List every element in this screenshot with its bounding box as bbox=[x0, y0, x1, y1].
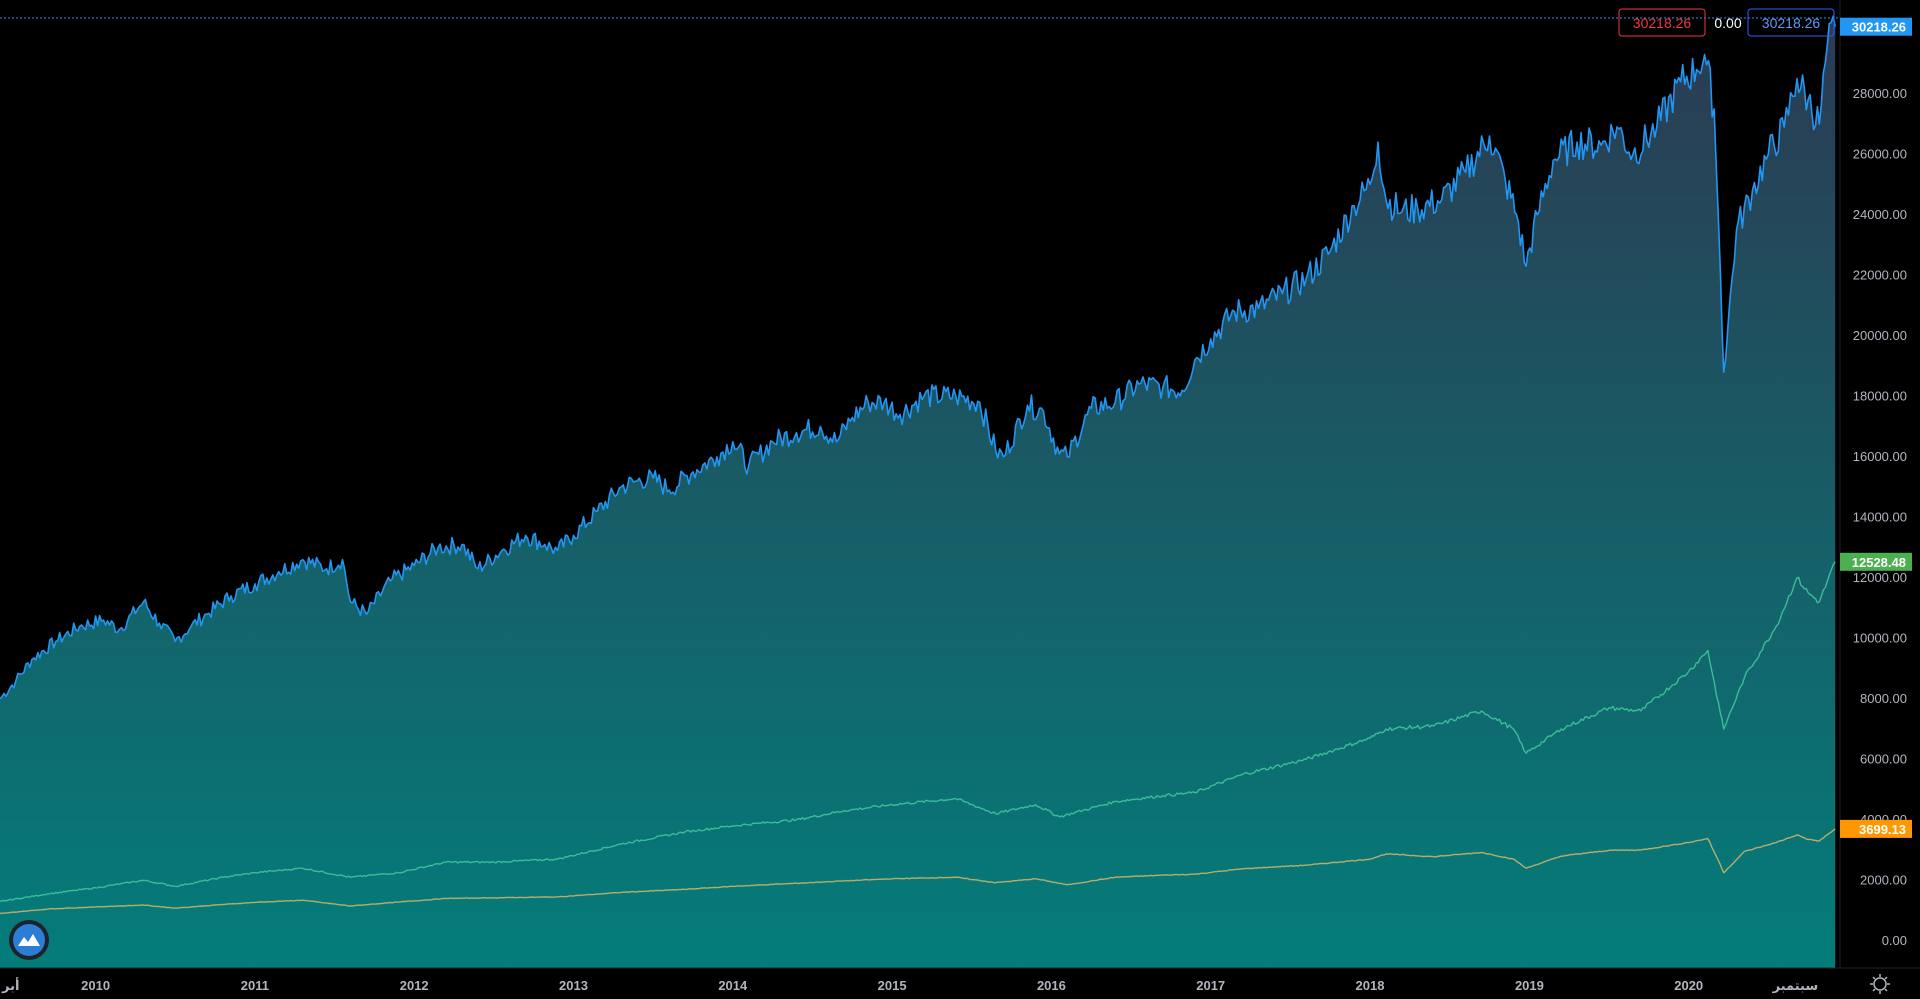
series-0-line bbox=[0, 15, 1836, 700]
x-tick-label: 2015 bbox=[878, 978, 907, 993]
y-tick-label: 18000.00 bbox=[1853, 388, 1907, 403]
y-tick-label: 16000.00 bbox=[1853, 449, 1907, 464]
tradingview-logo-icon[interactable] bbox=[9, 920, 49, 960]
gear-icon[interactable] bbox=[1870, 974, 1890, 994]
x-tick-label: 2012 bbox=[400, 978, 429, 993]
y-tick-label: 22000.00 bbox=[1853, 267, 1907, 282]
price-scale[interactable] bbox=[1840, 0, 1920, 968]
header-value-left-box bbox=[1618, 8, 1706, 37]
series-1-last-value-label: 12528.48 bbox=[1852, 555, 1906, 570]
x-tick-label: أبر bbox=[1, 977, 19, 993]
series-layer bbox=[0, 15, 1836, 968]
x-tick-label: 2014 bbox=[718, 978, 748, 993]
y-tick-label: 10000.00 bbox=[1853, 630, 1907, 645]
series-1-last-value-tag bbox=[1840, 552, 1912, 571]
y-tick-label: 28000.00 bbox=[1853, 86, 1907, 101]
y-tick-label: 14000.00 bbox=[1853, 509, 1907, 524]
x-tick-label: 2011 bbox=[241, 978, 269, 993]
y-tick-label: 8000.00 bbox=[1860, 691, 1907, 706]
y-tick-label: 2000.00 bbox=[1860, 872, 1907, 887]
time-scale[interactable] bbox=[0, 968, 1840, 999]
y-tick-label: 6000.00 bbox=[1860, 751, 1907, 766]
x-tick-label: 2016 bbox=[1037, 978, 1066, 993]
header-value-mid: 0.00 bbox=[1714, 15, 1741, 31]
x-tick-label: 2020 bbox=[1674, 978, 1703, 993]
header-value-right: 30218.26 bbox=[1762, 15, 1821, 31]
y-tick-label: 0.00 bbox=[1882, 933, 1907, 948]
series-2-last-value-tag bbox=[1840, 819, 1912, 838]
y-tick-label: 24000.00 bbox=[1853, 207, 1907, 222]
x-tick-label: 2013 bbox=[559, 978, 588, 993]
header-value-left: 30218.26 bbox=[1633, 15, 1692, 31]
series-0-area bbox=[0, 16, 1836, 968]
y-tick-label: 26000.00 bbox=[1853, 146, 1907, 161]
x-tick-label: 2017 bbox=[1196, 978, 1225, 993]
last-value-tags: 30218.26 12528.48 3699.13 bbox=[1840, 17, 1912, 838]
header-value-right-box bbox=[1747, 8, 1835, 37]
y-axis-ticks: 0.002000.004000.006000.008000.0010000.00… bbox=[1853, 86, 1907, 948]
series-2-line bbox=[0, 828, 1836, 915]
y-tick-label: 12000.00 bbox=[1853, 570, 1907, 585]
series-2-last-value-label: 3699.13 bbox=[1859, 822, 1906, 837]
header-values: 30218.26 0.00 30218.26 bbox=[1618, 8, 1835, 37]
y-tick-label: 20000.00 bbox=[1853, 328, 1907, 343]
x-tick-label: سبتمبر bbox=[1772, 978, 1819, 993]
series-1-line bbox=[0, 561, 1836, 903]
x-tick-label: 2010 bbox=[81, 978, 110, 993]
x-tick-label: 2019 bbox=[1515, 978, 1544, 993]
series-0-last-value-label: 30218.26 bbox=[1852, 20, 1906, 35]
x-tick-label: 2018 bbox=[1356, 978, 1385, 993]
series-0-last-value-tag bbox=[1840, 17, 1912, 36]
x-axis-ticks: أبر 2010 2011 2012 2013 2014 2015 2016 2017 2018 2… bbox=[1, 977, 1818, 993]
